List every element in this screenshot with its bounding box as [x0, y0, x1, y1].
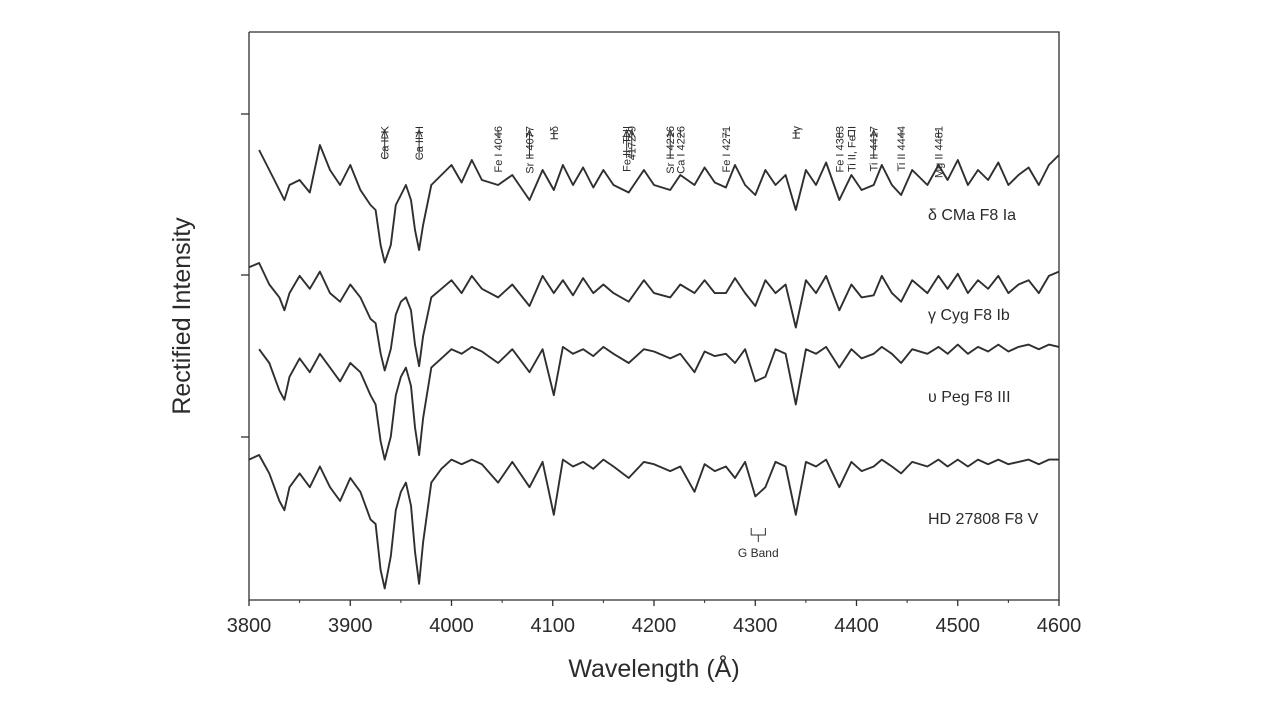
annotation-6: Fe II, Ti II	[622, 126, 634, 172]
x-tick-label-4000: 4000	[429, 615, 474, 637]
series-label-3: υ Peg F8 III	[928, 389, 1011, 406]
annotation-label-9: Ca I 4226	[675, 126, 687, 174]
annotation-10: Fe I 4271	[721, 126, 733, 172]
y-axis-ticks	[241, 113, 249, 438]
annotation-arrow-head-4	[526, 128, 533, 138]
annotation-arrow-head-2	[415, 128, 423, 138]
x-tick-label-4400: 4400	[834, 615, 879, 637]
series-label-4: HD 27808 F8 V	[928, 511, 1039, 528]
x-tick-label-4300: 4300	[733, 615, 778, 637]
annotation-3: Fe I 4046	[493, 126, 505, 172]
annotation-13: Ti II, Fe II	[846, 126, 858, 172]
annotation-label-11: Hγ	[791, 126, 803, 140]
annotation-label-6: Fe II, Ti II	[622, 126, 634, 172]
spectrum-line-3	[258, 343, 1060, 461]
annotation-label-5: Hδ	[549, 126, 561, 140]
x-tick-label-4100: 4100	[531, 615, 576, 637]
annotation-9: Ca I 4226	[675, 126, 687, 174]
x-axis: 3800 3900 4000 4100 4200 4300 4400 4500 4600	[227, 600, 1082, 637]
x-tick-label-4500: 4500	[936, 615, 981, 637]
g-band-label: G Band	[738, 546, 779, 560]
annotation-label-10: Fe I 4271	[721, 126, 733, 172]
spectrum-line-2	[248, 262, 1060, 372]
annotation-11: Hγ	[791, 126, 803, 140]
annotation-arrow-head-14	[870, 128, 878, 138]
annotation-label-8: Sr II 4216	[665, 126, 677, 174]
x-tick-label-3900: 3900	[328, 615, 373, 637]
x-tick-label-4200: 4200	[632, 615, 677, 637]
spectrum-line-1	[258, 144, 1060, 264]
annotation-label-3: Fe I 4046	[493, 126, 505, 172]
annotation-4: Sr II 4077	[524, 126, 536, 174]
annotation-bracket-13	[847, 130, 855, 137]
annotation-12: Fe I 4383	[834, 126, 846, 172]
annotation-1: Ca II K	[380, 125, 392, 159]
line-annotations: Ca II K Ca II H Fe I 4046 Sr II 4077 Hδ Fe II…	[380, 125, 946, 178]
annotation-label-1: Ca II K	[380, 125, 392, 159]
annotation-arrow-head-1	[381, 128, 389, 138]
y-axis-label: Rectified Intensity	[168, 217, 196, 415]
series-labels: δ CMa F8 Ia γ Cyg F8 Ib υ Peg F8 III HD 278…	[928, 207, 1039, 528]
annotation-7: 4172-9	[627, 126, 639, 160]
annotation-label-15: Ti II 4444	[896, 126, 908, 171]
annotation-label-12: Fe I 4383	[834, 126, 846, 172]
spectra-series	[248, 144, 1060, 590]
annotation-14: Ti II 4417	[869, 126, 881, 171]
annotation-8: Sr II 4216	[665, 126, 677, 174]
annotation-arrow-head-7	[628, 128, 636, 138]
annotation-label-14: Ti II 4417	[869, 126, 881, 171]
g-band-annotation: G Band	[738, 528, 779, 560]
x-tick-label-4600: 4600	[1037, 615, 1082, 637]
annotation-label-13: Ti II, Fe II	[846, 126, 858, 172]
series-label-2: γ Cyg F8 Ib	[928, 307, 1010, 324]
annotation-arrow-head-8	[666, 128, 674, 138]
g-band-bracket	[750, 528, 766, 536]
annotation-label-4: Sr II 4077	[524, 126, 536, 174]
series-label-1: δ CMa F8 Ia	[928, 207, 1016, 224]
annotation-2: Ca II H	[414, 126, 426, 160]
annotation-16: Mg II 4481	[934, 126, 946, 178]
x-tick-label-3800: 3800	[227, 615, 272, 637]
annotation-5: Hδ	[549, 126, 561, 140]
annotation-label-16: Mg II 4481	[934, 126, 946, 178]
annotation-arrow-head-6	[623, 128, 631, 138]
x-axis-label: Wavelength (Å)	[568, 653, 739, 683]
annotation-15: Ti II 4444	[896, 126, 908, 171]
spectrum-line-4	[248, 454, 1059, 590]
